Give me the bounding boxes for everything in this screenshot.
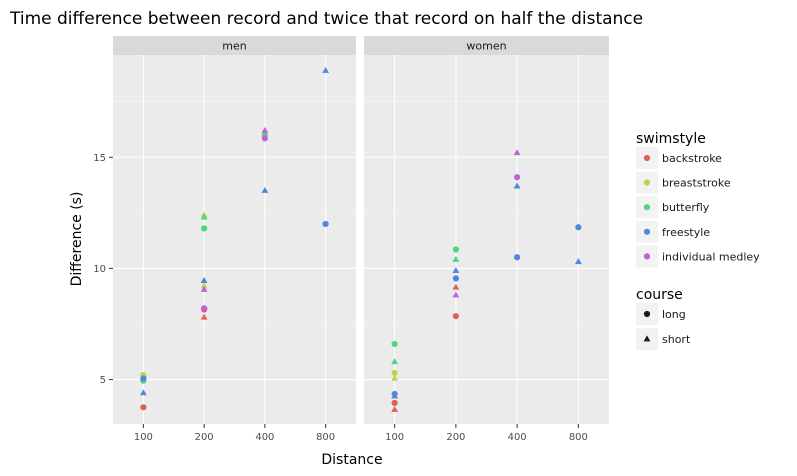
strip-label-men: men <box>222 40 246 53</box>
data-point <box>452 246 459 253</box>
data-point <box>200 313 208 320</box>
data-point <box>261 135 268 142</box>
data-point <box>140 375 147 382</box>
legend-swatch <box>643 179 651 186</box>
legend-label: short <box>662 333 691 346</box>
data-point <box>513 182 521 189</box>
y-tick-label: 10 <box>93 264 106 275</box>
x-tick-label: 100 <box>385 432 404 443</box>
data-point <box>261 186 269 193</box>
x-tick-label: 200 <box>446 432 465 443</box>
data-point <box>514 254 521 261</box>
data-point <box>575 224 582 231</box>
y-tick-label: 15 <box>93 153 106 164</box>
data-point <box>391 340 398 348</box>
x-tick-label: 400 <box>508 432 527 443</box>
data-point <box>452 255 460 262</box>
data-point <box>452 275 459 282</box>
data-point <box>322 220 329 228</box>
y-tick-label: 5 <box>100 375 106 386</box>
legend-label: individual medley <box>662 250 760 263</box>
legend-label: breaststroke <box>662 177 731 190</box>
chart-title: Time difference between record and twice… <box>9 9 643 29</box>
data-point <box>513 149 521 156</box>
x-tick-label: 800 <box>569 432 588 443</box>
data-point <box>200 285 208 292</box>
strip-background-women <box>364 36 609 55</box>
legend: swimstyle backstroke breaststroke butterfly… <box>636 131 760 350</box>
data-point <box>391 405 399 412</box>
legend-title-swimstyle: swimstyle <box>636 131 706 147</box>
data-point <box>140 404 147 411</box>
data-point <box>261 126 269 133</box>
legend-label: long <box>662 308 686 321</box>
y-axis-ticks: 5 10 15 <box>93 153 113 386</box>
data-point <box>514 174 521 181</box>
x-tick-label: 800 <box>316 432 335 443</box>
data-point <box>200 277 208 283</box>
data-point <box>391 399 398 406</box>
x-tick-label: 200 <box>195 432 214 443</box>
data-point <box>391 369 398 376</box>
data-point <box>452 291 460 298</box>
legend-swatch <box>643 253 651 260</box>
panel-women <box>364 55 609 424</box>
data-point <box>452 313 459 320</box>
data-point <box>452 267 460 273</box>
legend-title-course: course <box>636 287 683 303</box>
x-tick-label: 400 <box>255 432 274 443</box>
data-point <box>574 258 582 265</box>
data-point <box>322 66 330 73</box>
legend-label: freestyle <box>662 226 710 239</box>
x-tick-label: 100 <box>134 432 153 443</box>
data-point <box>201 225 208 232</box>
data-point <box>391 374 399 381</box>
legend-label: butterfly <box>662 201 710 214</box>
panel-men <box>113 55 356 424</box>
legend-shape-circle <box>643 310 651 318</box>
x-axis-title: Distance <box>321 452 382 468</box>
data-point <box>200 213 208 220</box>
legend-swatch <box>643 204 651 211</box>
strip-background-men <box>113 36 356 55</box>
strip-label-women: women <box>466 40 506 53</box>
legend-swatch <box>643 154 651 162</box>
legend-label: backstroke <box>662 152 722 165</box>
panel-background-men <box>113 55 356 424</box>
data-point <box>391 392 399 399</box>
legend-swatch <box>643 228 651 235</box>
y-axis-title: Difference (s) <box>69 192 85 287</box>
data-point <box>452 283 460 290</box>
panel-background-women <box>364 55 609 424</box>
data-point <box>200 282 208 289</box>
legend-shape-triangle <box>643 335 651 342</box>
data-point <box>139 389 147 396</box>
data-point <box>201 305 208 312</box>
x-axis-ticks: 100 200 400 800 100 200 400 800 <box>134 424 588 443</box>
data-point <box>391 358 399 365</box>
